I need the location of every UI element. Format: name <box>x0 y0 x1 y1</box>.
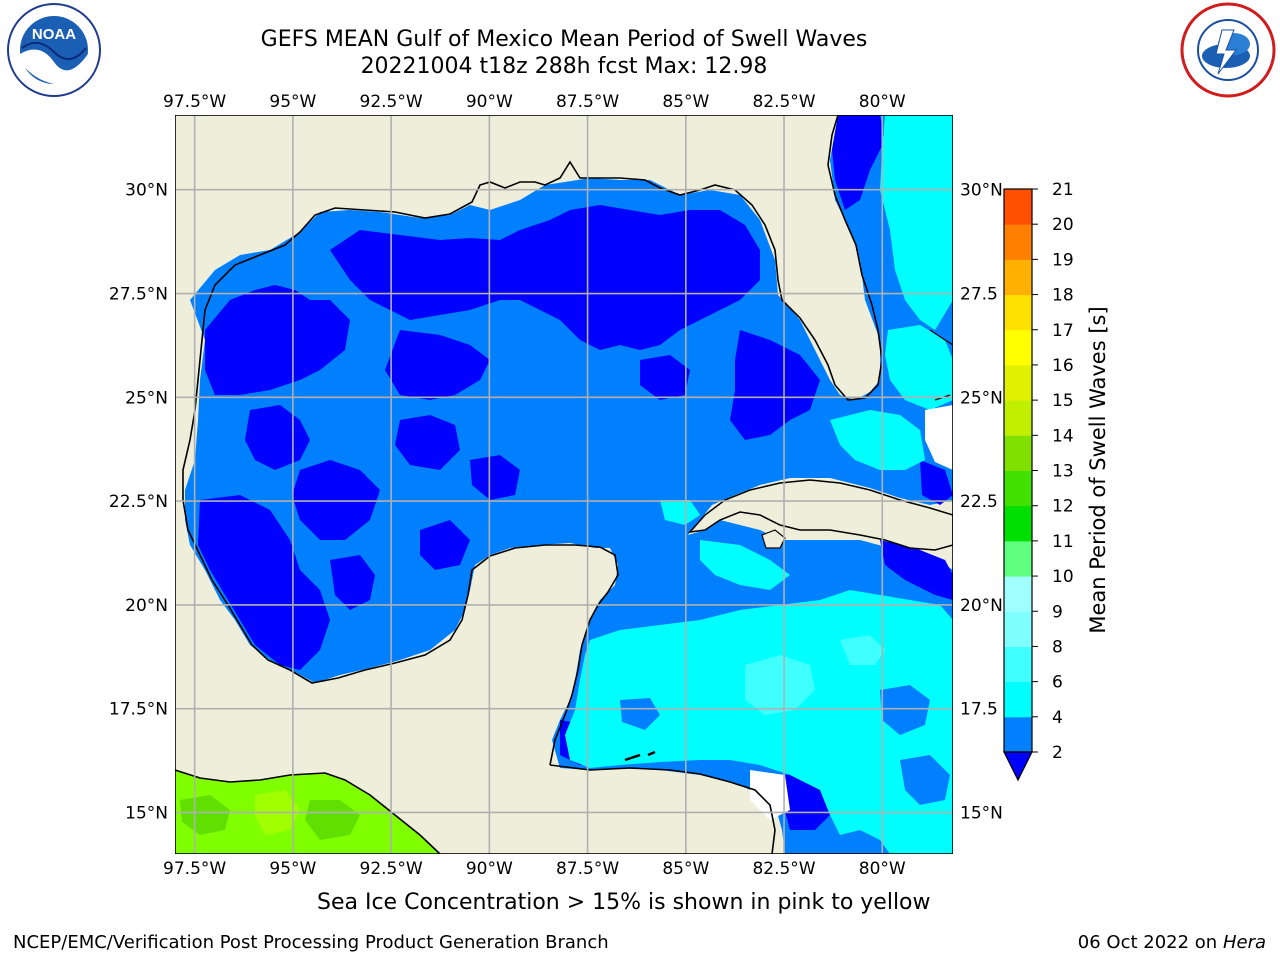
colorbar-segment <box>1004 505 1032 542</box>
colorbar-label: 2 <box>1052 743 1063 763</box>
colorbar-segment <box>1004 329 1032 366</box>
cuba-island <box>688 479 953 551</box>
colorbar-segment <box>1004 540 1032 577</box>
colorbar-label: 4 <box>1052 708 1063 728</box>
axis-labels: 97.5°W 97.5°W 95°W 95°W 92.5°W 92.5°W 90°W 90°W… <box>109 92 1003 879</box>
lat-label-right: 25°N <box>960 388 1003 408</box>
colorbar-segment <box>1004 294 1032 331</box>
colorbar-segment <box>1004 470 1032 507</box>
credit-left: NCEP/EMC/Verification Post Processing Pr… <box>13 932 609 953</box>
credit-right: 06 Oct 2022 on Hera <box>1078 932 1266 953</box>
shallow-blank <box>750 770 790 820</box>
lat-label-right: 17.5 <box>960 700 998 720</box>
colorbar-label: 11 <box>1052 532 1074 552</box>
colorbar-segment <box>1004 646 1032 683</box>
colorbar: 2 4 6 8 9 10 11 12 13 14 15 16 17 18 19 20 21 <box>1003 180 1074 782</box>
lat-label-left: 20°N <box>125 596 168 616</box>
noaa-logo: NOAA <box>7 3 101 97</box>
colorbar-label: 14 <box>1052 426 1074 446</box>
nws-logo <box>1180 2 1276 98</box>
lat-label-left: 27.5°N <box>109 285 168 305</box>
lat-label-right: 22.5 <box>960 492 998 512</box>
lon-label-top: 95°W <box>269 92 316 112</box>
colorbar-segment <box>1004 224 1032 260</box>
lon-label-top: 97.5°W <box>163 92 226 112</box>
colorbar-label: 6 <box>1052 673 1063 693</box>
colorbar-label: 20 <box>1052 215 1074 235</box>
lat-label-right: 27.5 <box>960 285 998 305</box>
coastline <box>182 115 883 500</box>
lat-label-right: 20°N <box>960 596 1003 616</box>
colorbar-extend-triangle <box>1003 751 1033 782</box>
map-area <box>175 115 953 854</box>
coastline-pacific <box>175 769 441 854</box>
coastline-honduras <box>549 764 776 854</box>
coastline-mexico <box>182 499 619 766</box>
isla-juventud <box>761 529 786 549</box>
colorbar-title: Mean Period of Swell Waves [s] <box>1086 306 1110 633</box>
lon-label-top: 92.5°W <box>360 92 423 112</box>
colorbar-segment <box>1004 400 1032 436</box>
lon-label-top: 85°W <box>662 92 709 112</box>
colorbar-segment <box>1004 681 1032 718</box>
lon-label-top: 87.5°W <box>556 92 619 112</box>
colorbar-label: 10 <box>1052 567 1074 587</box>
lon-label-bottom: 82.5°W <box>752 859 815 879</box>
colorbar-label: 12 <box>1052 497 1074 517</box>
map-title: GEFS MEAN Gulf of Mexico Mean Period of … <box>260 27 868 52</box>
lon-label-bottom: 80°W <box>859 859 906 879</box>
colorbar-segment <box>1004 435 1032 471</box>
colorbar-label: 13 <box>1052 462 1074 482</box>
bahamas-blank <box>925 405 953 470</box>
lon-label-bottom: 85°W <box>662 859 709 879</box>
lat-label-left: 30°N <box>125 181 168 201</box>
colorbar-label: 8 <box>1052 637 1063 657</box>
colorbar-label: 18 <box>1052 286 1074 306</box>
colorbar-segment <box>1004 364 1032 401</box>
sea-ice-note: Sea Ice Concentration > 15% is shown in … <box>317 890 931 915</box>
colorbar-segment <box>1004 611 1032 647</box>
lon-label-bottom: 92.5°W <box>360 859 423 879</box>
colorbar-segment <box>1004 716 1032 753</box>
noaa-logo-text: NOAA <box>32 26 76 43</box>
credit-date: 06 Oct 2022 on <box>1077 932 1223 953</box>
colorbar-segment <box>1004 576 1032 612</box>
bay-islands <box>624 750 656 762</box>
lat-label-right: 30°N <box>960 181 1003 201</box>
deep-blue-regions <box>198 115 953 830</box>
mid-blue-patches <box>620 685 950 805</box>
lat-label-right: 15°N <box>960 803 1003 823</box>
lon-label-bottom: 97.5°W <box>163 859 226 879</box>
lon-label-bottom: 90°W <box>466 859 513 879</box>
lon-label-bottom: 87.5°W <box>556 859 619 879</box>
lat-label-left: 22.5°N <box>109 492 168 512</box>
lat-label-left: 15°N <box>125 803 168 823</box>
colorbar-label: 9 <box>1052 602 1063 622</box>
colorbar-segment <box>1004 189 1032 225</box>
graticule <box>175 115 953 854</box>
lat-label-left: 25°N <box>125 388 168 408</box>
lon-label-bottom: 95°W <box>269 859 316 879</box>
colorbar-label: 19 <box>1052 250 1074 270</box>
colorbar-label: 16 <box>1052 356 1074 376</box>
lat-label-left: 17.5°N <box>109 700 168 720</box>
lon-label-top: 90°W <box>466 92 513 112</box>
lon-label-top: 80°W <box>859 92 906 112</box>
lon-label-top: 82.5°W <box>752 92 815 112</box>
light-cyan-spots <box>745 635 885 715</box>
map-subtitle: 20221004 t18z 288h fcst Max: 12.98 <box>360 54 768 79</box>
colorbar-label: 15 <box>1052 391 1074 411</box>
credit-host: Hera <box>1222 932 1266 953</box>
colorbar-segment <box>1004 259 1032 296</box>
colorbar-label: 21 <box>1052 180 1074 200</box>
colorbar-label: 17 <box>1052 321 1074 341</box>
